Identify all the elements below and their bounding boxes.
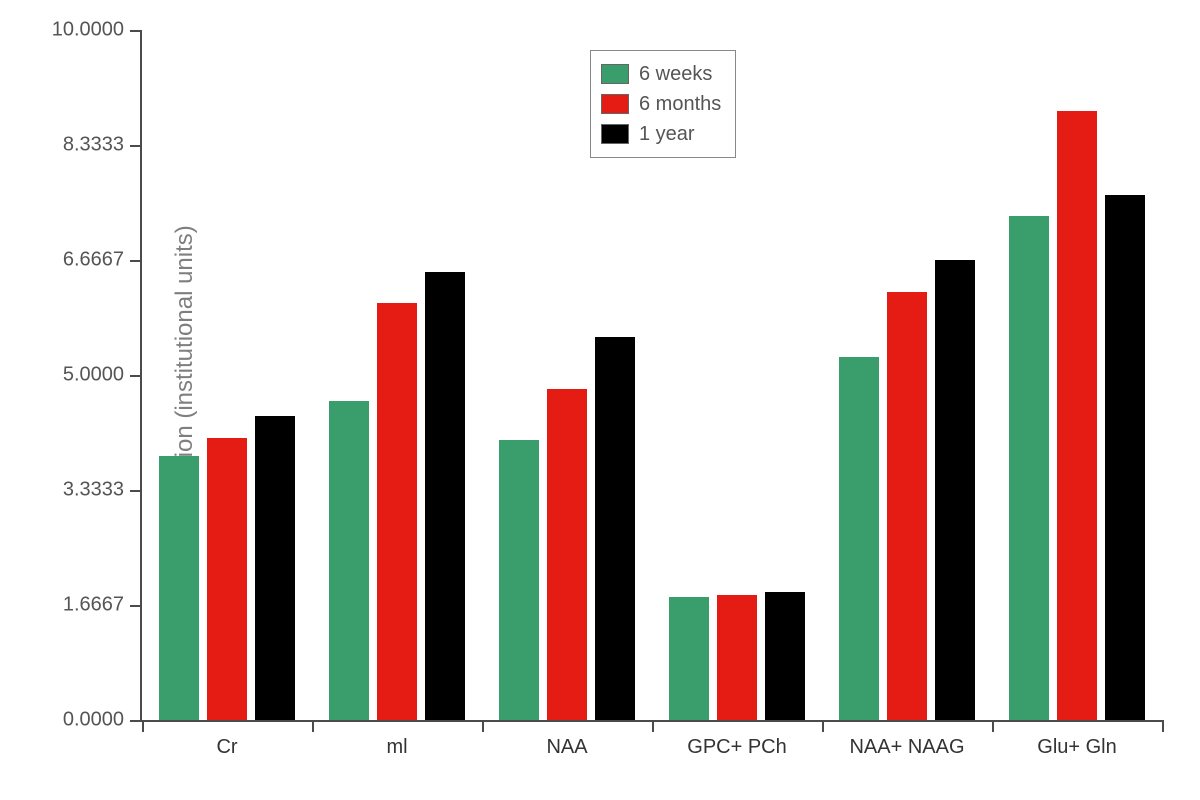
x-tick <box>312 720 314 732</box>
x-tick <box>652 720 654 732</box>
bar <box>329 401 369 720</box>
bar <box>595 337 635 720</box>
bar <box>935 260 975 720</box>
y-tick <box>130 260 142 262</box>
bar <box>499 440 539 720</box>
y-tick-label: 8.3333 <box>63 134 124 157</box>
bar <box>1105 195 1145 720</box>
x-category-label: Glu+ Gln <box>1037 736 1116 759</box>
x-category-label: GPC+ PCh <box>687 736 786 759</box>
y-tick <box>130 720 142 722</box>
bar <box>159 456 199 720</box>
x-tick <box>1162 720 1164 732</box>
legend: 6 weeks6 months1 year <box>590 50 736 158</box>
bar <box>1009 216 1049 720</box>
legend-label: 6 weeks <box>639 59 712 89</box>
legend-item: 6 months <box>601 89 721 119</box>
x-tick <box>482 720 484 732</box>
x-tick <box>992 720 994 732</box>
chart-container: Concentration (institutional units) 0.00… <box>0 0 1200 800</box>
x-category-label: NAA <box>546 736 587 759</box>
legend-swatch <box>601 124 629 144</box>
y-tick-label: 1.6667 <box>63 593 124 616</box>
legend-label: 6 months <box>639 89 721 119</box>
y-tick <box>130 145 142 147</box>
bar <box>1057 111 1097 720</box>
x-category-label: ml <box>386 736 407 759</box>
bar <box>717 595 757 720</box>
y-tick-label: 10.0000 <box>52 19 124 42</box>
bar <box>377 303 417 720</box>
x-category-label: NAA+ NAAG <box>849 736 964 759</box>
legend-item: 1 year <box>601 119 721 149</box>
legend-label: 1 year <box>639 119 695 149</box>
bar <box>425 272 465 721</box>
y-tick-label: 0.0000 <box>63 709 124 732</box>
y-tick <box>130 375 142 377</box>
bar <box>839 357 879 720</box>
y-tick-label: 5.0000 <box>63 364 124 387</box>
bar <box>547 389 587 720</box>
legend-swatch <box>601 94 629 114</box>
x-tick <box>142 720 144 732</box>
y-tick <box>130 30 142 32</box>
bar <box>765 592 805 720</box>
x-category-label: Cr <box>216 736 237 759</box>
legend-item: 6 weeks <box>601 59 721 89</box>
bar <box>207 438 247 720</box>
bar <box>887 292 927 720</box>
y-tick <box>130 605 142 607</box>
y-tick-label: 6.6667 <box>63 248 124 271</box>
legend-swatch <box>601 64 629 84</box>
x-tick <box>822 720 824 732</box>
bar <box>255 416 295 720</box>
y-tick-label: 3.3333 <box>63 479 124 502</box>
bar <box>669 597 709 720</box>
y-tick <box>130 490 142 492</box>
